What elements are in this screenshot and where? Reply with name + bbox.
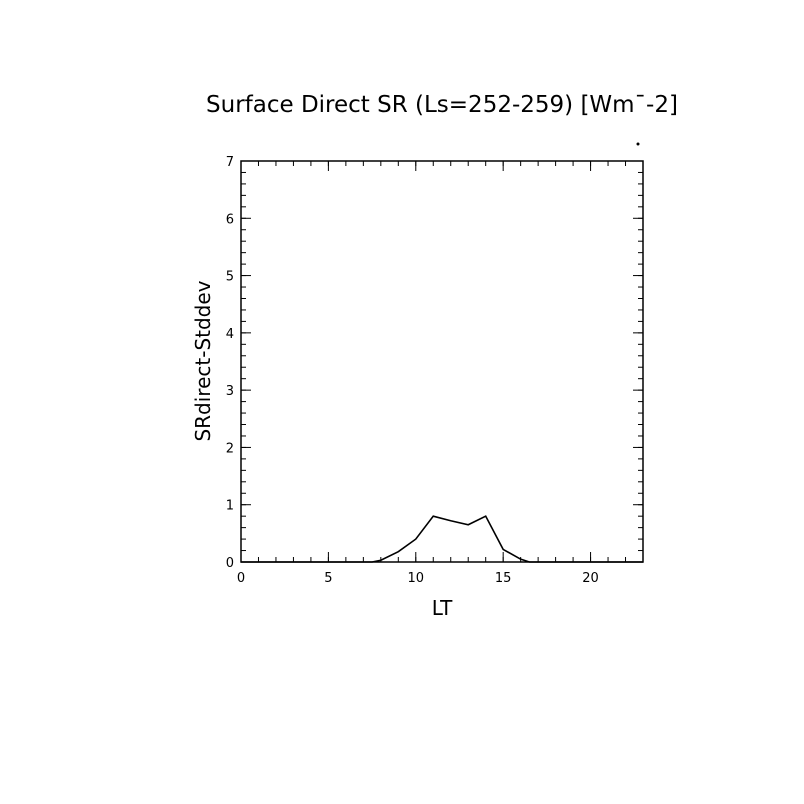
x-tick-label: 20: [582, 571, 599, 586]
y-tick-label: 4: [226, 327, 234, 342]
y-tick-label: 3: [226, 384, 234, 399]
y-tick-label: 2: [226, 441, 234, 456]
y-tick-label: 5: [226, 270, 234, 285]
y-tick-label: 6: [226, 212, 234, 227]
plot-frame: [240, 160, 644, 563]
y-axis-label: SRdirect-Stddev: [191, 280, 215, 441]
y-tick-label: 0: [226, 556, 234, 571]
y-tick-label: 7: [226, 155, 234, 170]
plot-area: 0 5 10 15 20 0 1 2 3 4 5 6 7: [226, 155, 644, 586]
chart-title: Surface Direct SR (Ls=252-259) [Wm¯-2]: [206, 92, 678, 118]
axis-tick-labels: 0 5 10 15 20 0 1 2 3 4 5 6 7: [226, 155, 599, 586]
x-tick-label: 5: [324, 571, 332, 586]
x-tick-label: 0: [237, 571, 245, 586]
series-line: [241, 515, 643, 563]
x-tick-label: 10: [408, 571, 425, 586]
corner-dot: [636, 142, 640, 146]
x-axis-label: LT: [432, 596, 453, 620]
x-tick-label: 15: [495, 571, 512, 586]
y-tick-label: 1: [226, 499, 234, 514]
axis-ticks: [240, 160, 644, 563]
